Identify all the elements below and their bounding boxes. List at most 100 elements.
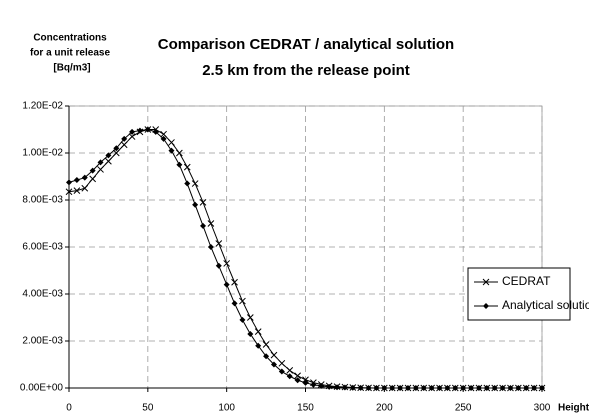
marker [482, 278, 490, 286]
marker [389, 385, 396, 391]
marker [294, 377, 301, 384]
marker [412, 385, 419, 391]
marker [66, 179, 72, 186]
marker [168, 147, 175, 154]
marker [334, 384, 341, 391]
marker [239, 297, 246, 305]
marker [349, 384, 356, 391]
marker [452, 385, 459, 391]
marker [207, 220, 215, 227]
marker [262, 341, 270, 348]
x-tick-label: 100 [218, 403, 235, 414]
y-axis-label: for a unit release [30, 48, 110, 59]
chart-title: Comparison CEDRAT / analytical solution [158, 36, 454, 53]
marker [144, 126, 151, 133]
marker [278, 368, 285, 375]
marker [231, 278, 238, 286]
y-tick-label: 8.00E-03 [22, 195, 63, 206]
marker [436, 385, 443, 391]
x-tick-label: 150 [297, 403, 314, 414]
marker [444, 385, 451, 391]
marker [184, 180, 191, 187]
marker [105, 157, 112, 165]
marker [531, 385, 538, 391]
x-tick-label: 0 [66, 403, 72, 414]
marker [404, 385, 411, 391]
marker [294, 372, 301, 380]
marker [81, 174, 88, 181]
marker [239, 316, 246, 323]
marker [65, 188, 73, 196]
marker [160, 130, 167, 138]
marker [89, 167, 96, 174]
marker [468, 385, 475, 391]
y-axis-label: [Bq/m3] [53, 63, 90, 74]
marker [183, 163, 191, 171]
marker [278, 359, 286, 367]
legend-box [467, 267, 571, 321]
marker [112, 149, 120, 157]
marker [491, 385, 498, 391]
marker [246, 314, 254, 321]
marker [215, 240, 223, 247]
y-tick-label: 0.00E+00 [20, 383, 64, 394]
x-axis-label: Height (m) [558, 403, 589, 414]
marker [192, 201, 199, 208]
marker [428, 385, 435, 391]
marker [113, 145, 120, 152]
marker [255, 342, 262, 349]
marker [176, 149, 183, 157]
marker [97, 166, 104, 173]
marker [318, 382, 325, 389]
marker [128, 133, 136, 140]
x-tick-label: 300 [534, 403, 551, 414]
marker [223, 281, 230, 288]
x-tick-label: 200 [376, 403, 393, 414]
legend-label: Analytical solution [502, 298, 589, 312]
marker [539, 385, 545, 391]
marker [357, 384, 364, 391]
marker [263, 353, 270, 360]
marker [270, 351, 278, 359]
marker [397, 385, 404, 391]
marker [105, 152, 112, 159]
marker [200, 222, 207, 229]
marker [223, 260, 231, 267]
marker [121, 135, 128, 142]
marker [499, 385, 506, 391]
marker [199, 198, 207, 206]
marker [523, 385, 530, 391]
marker [270, 361, 277, 368]
marker [286, 367, 294, 374]
marker [136, 127, 143, 134]
y-tick-label: 6.00E-03 [22, 242, 63, 253]
marker [254, 328, 262, 335]
marker [168, 139, 175, 146]
marker [365, 385, 372, 391]
marker [73, 177, 80, 184]
marker [120, 141, 128, 149]
marker [215, 262, 222, 269]
marker [286, 373, 293, 380]
marker [420, 385, 427, 391]
marker [191, 180, 199, 187]
marker [207, 244, 214, 250]
marker [73, 187, 81, 194]
y-tick-label: 1.00E-02 [22, 148, 63, 159]
marker [129, 128, 136, 135]
marker [341, 384, 348, 391]
marker [160, 135, 167, 142]
marker [302, 379, 309, 386]
marker [89, 175, 97, 183]
x-tick-label: 50 [142, 403, 154, 414]
marker [381, 385, 388, 391]
marker [310, 381, 317, 388]
legend-label: CEDRAT [502, 274, 551, 288]
y-tick-label: 2.00E-03 [22, 336, 63, 347]
marker [475, 385, 482, 391]
x-tick-label: 250 [455, 403, 472, 414]
marker [81, 184, 89, 192]
marker [247, 330, 254, 337]
